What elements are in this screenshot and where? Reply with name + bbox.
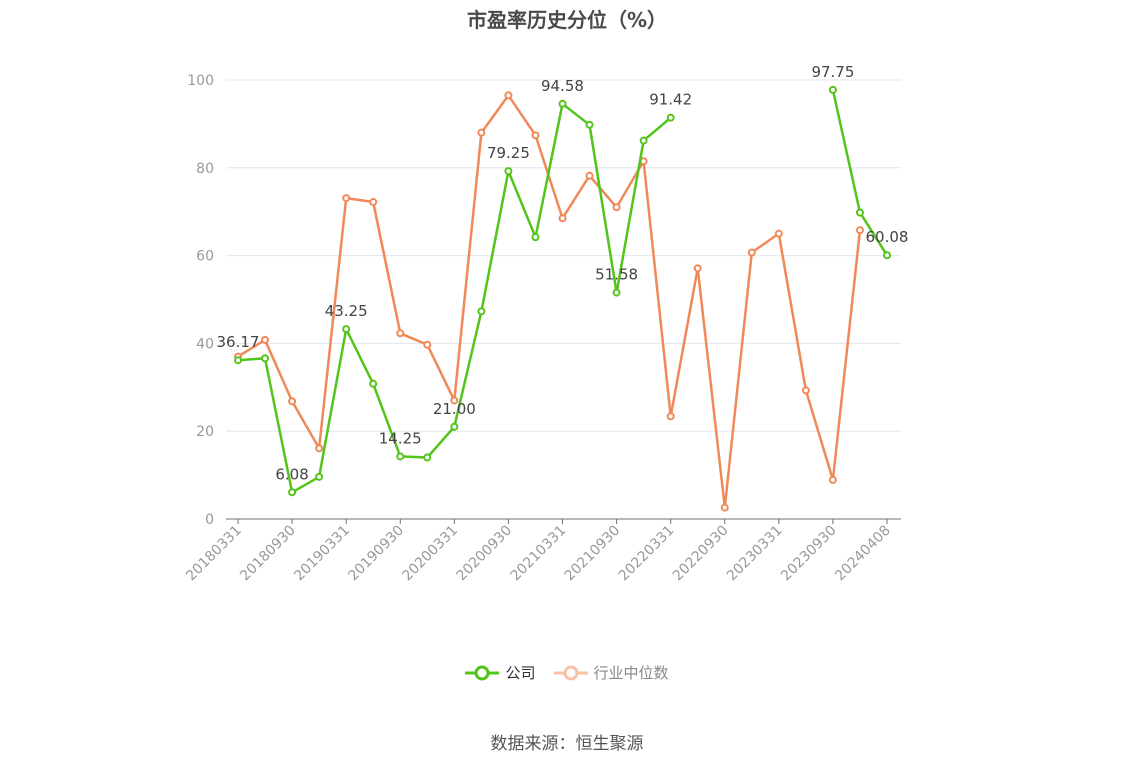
industry-point [531,131,540,140]
y-tick-label: 100 [187,73,214,89]
company-point [883,251,891,260]
x-tick-label: 20240408 [832,523,894,585]
axes: 0 20 40 60 80 100 2018033120180930201903312019… [183,73,901,584]
x-tick-label: 20230930 [778,523,840,585]
industry-point [396,329,405,338]
industry-point [666,412,675,421]
company-point [666,113,675,122]
industry-point [315,444,324,453]
company-point [288,488,297,497]
data-labels: 36.17 6.08 43.25 14.25 21.00 79.25 94.58 51.58 9… [217,63,909,483]
x-tick-label: 20180331 [183,523,245,585]
y-tick-label: 40 [196,336,214,352]
data-label: 91.42 [649,91,692,109]
company-point [234,356,242,365]
company-point [639,136,648,145]
x-tick-label: 20190331 [291,523,353,585]
company-point [828,85,837,94]
x-tick-label: 20210331 [508,523,570,585]
company-point [342,325,351,334]
industry-point [504,91,513,100]
company-point [585,120,594,129]
x-tick-label: 20210930 [562,523,624,585]
data-label: 94.58 [541,77,584,95]
industry-point [693,264,702,273]
legend-industry-label: 行业中位数 [593,664,669,682]
company-point [315,472,324,481]
company-point [612,288,621,297]
industry-point [558,214,567,223]
industry-point [423,340,432,349]
industry-point [288,397,297,406]
x-tick-label: 20230331 [724,523,786,585]
company-point [396,452,405,461]
industry-point [261,335,270,344]
industry-point [774,229,783,238]
data-label: 51.58 [595,266,638,284]
industry-point [801,386,810,395]
x-tick-label: 20190930 [345,523,407,585]
company-point [855,208,864,217]
industry-point [855,226,864,235]
legend-company-label: 公司 [505,664,536,682]
industry-point [612,203,621,212]
legend: 公司 行业中位数 [0,662,1134,683]
data-label: 79.25 [487,144,530,162]
data-label: 43.25 [325,302,368,320]
industry-point [477,128,486,137]
legend-item-industry-median[interactable]: 行业中位数 [553,662,669,683]
data-label: 6.08 [275,465,308,483]
company-point [477,307,486,316]
industry-point [342,194,351,203]
company-point [558,99,567,108]
x-tick-label: 20220331 [616,523,678,585]
industry-point [585,171,594,180]
legend-industry-icon [553,665,588,680]
industry-point [450,396,459,405]
data-label: 14.25 [379,429,422,447]
x-tick-label: 20180930 [237,523,299,585]
data-label: 21.00 [433,400,476,418]
industry-point [369,198,378,207]
data-label: 60.08 [866,228,909,246]
industry-point [828,475,837,484]
x-tick-label: 20200930 [454,523,516,585]
company-point [423,453,432,462]
y-tick-label: 20 [196,424,214,440]
industry-point [747,248,756,257]
industry-point [720,503,729,512]
legend-item-company[interactable]: 公司 [465,662,536,683]
data-label: 36.17 [217,333,260,351]
grid-lines [226,79,901,432]
series-lines [234,85,891,512]
legend-company-icon [465,665,500,680]
company-point [369,379,378,388]
chart-title: 市盈率历史分位（%） [466,8,668,32]
company-point [261,354,270,363]
company-point [504,167,513,176]
company-point [531,233,540,242]
source-note: 数据来源：恒生聚源 [490,734,644,754]
data-label: 97.75 [811,63,854,81]
y-tick-label: 80 [196,161,214,177]
y-tick-label: 60 [196,249,214,265]
x-tick-label: 20220930 [670,523,732,585]
company-point [450,422,459,431]
y-tick-label: 0 [205,512,214,528]
x-tick-label: 20200331 [399,523,461,585]
